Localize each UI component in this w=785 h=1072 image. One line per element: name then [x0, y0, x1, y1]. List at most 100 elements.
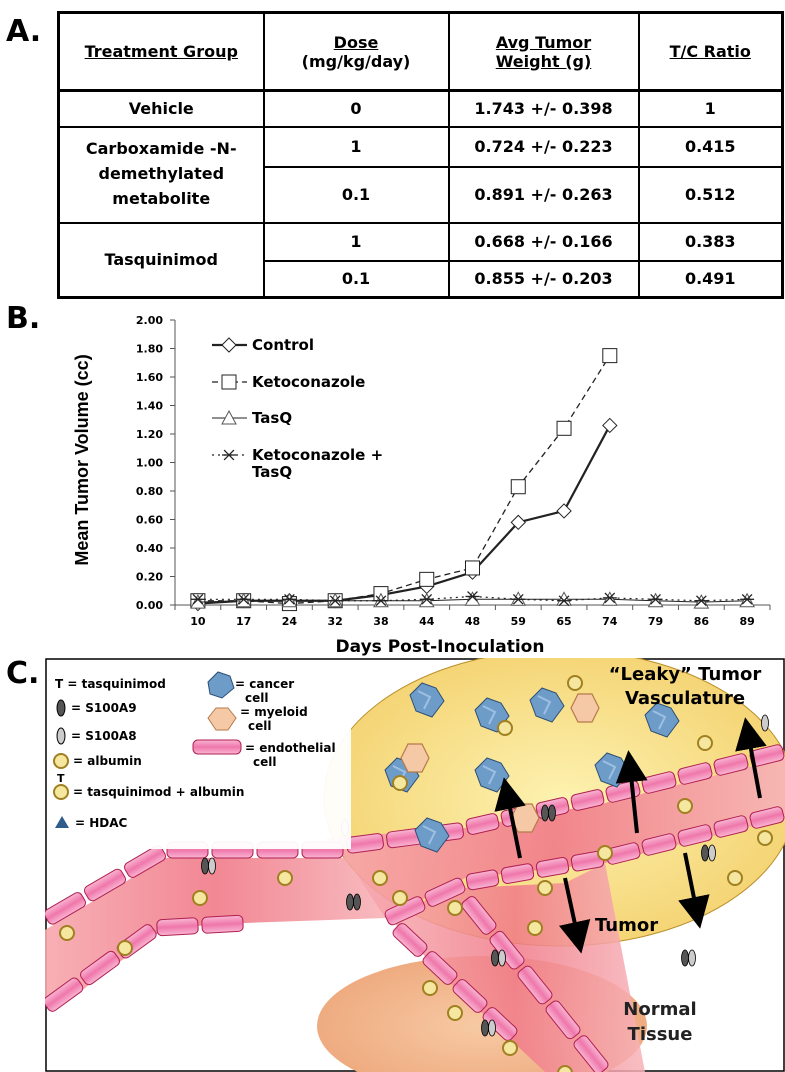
x-tick-label: 24	[282, 615, 298, 628]
tasq-mark: T	[57, 772, 65, 785]
endothelial-cell	[424, 877, 466, 907]
s100-protein	[498, 949, 506, 967]
x-tick-label: 17	[236, 615, 251, 628]
tasq-albumin-icon	[53, 784, 69, 800]
s100-protein	[701, 844, 709, 862]
x-tick-label: 38	[373, 615, 388, 628]
panel-b-label: B.	[6, 301, 41, 336]
data-point	[556, 420, 572, 436]
legend-item: Control	[212, 336, 314, 354]
legend-label: TasQ	[252, 409, 292, 427]
endothelial-cell	[545, 1000, 581, 1040]
group-carboxamide: Carboxamide -N-demethylated metabolite	[57, 125, 265, 224]
s100a9-icon	[56, 699, 66, 717]
legend-label: Control	[252, 336, 314, 354]
legend-marker	[221, 374, 237, 390]
albumin-particle	[192, 890, 208, 906]
cell-weight: 0.724 +/- 0.223	[447, 125, 640, 168]
label-leaky-line1: “Leaky” Tumor	[609, 664, 762, 685]
data-point	[282, 593, 297, 605]
data-point	[190, 593, 205, 605]
cell-weight: 1.743 +/- 0.398	[447, 89, 640, 128]
x-tick-label: 10	[190, 615, 206, 628]
albumin-particle	[727, 870, 743, 886]
label-normal-line2: Tissue	[628, 1024, 693, 1045]
cell-ratio: 0.512	[637, 165, 784, 224]
endothelial-cell	[124, 845, 166, 878]
series-group	[190, 348, 755, 612]
legend-label: TasQ	[252, 463, 292, 481]
albumin-particle	[537, 880, 553, 896]
endothelial-cell	[45, 977, 84, 1012]
endothelial-cell	[156, 917, 199, 937]
cell-weight: 0.668 +/- 0.166	[447, 221, 640, 262]
endothelial-cell	[713, 753, 749, 776]
endothelial-cell	[80, 950, 120, 986]
legend-marker	[222, 449, 236, 461]
y-tick-label: 1.00	[136, 457, 163, 470]
s100-protein	[353, 893, 361, 911]
legend-endothelial-line1: = endothelial	[245, 741, 336, 755]
data-point	[648, 593, 663, 605]
cell-ratio: 1	[637, 89, 784, 128]
legend-hdac: = HDAC	[75, 816, 128, 830]
endothelial-cell	[677, 762, 713, 785]
data-point	[510, 479, 526, 495]
group-tasquinimod: Tasquinimod	[57, 221, 265, 299]
vasculature-diagram: T = tasquinimod = S100A9 = S100A8 = albu…	[45, 658, 785, 1072]
cancer-cells	[384, 682, 680, 853]
endothelial-cell	[573, 1035, 609, 1072]
x-tick-label: 32	[328, 615, 343, 628]
data-point	[373, 595, 388, 607]
endothelial-cell	[461, 896, 497, 935]
albumin-particle	[557, 1065, 573, 1072]
data-point	[510, 514, 526, 531]
myeloid-cell	[400, 743, 430, 773]
data-point	[236, 593, 251, 605]
data-point	[602, 417, 618, 434]
legend-s100a9: = S100A9	[71, 701, 137, 715]
albumin-particle	[502, 1040, 518, 1056]
cell-dose: 0.1	[262, 259, 450, 299]
table-row: 0.1 0.891 +/- 0.263 0.512	[59, 165, 784, 224]
s100-protein	[346, 893, 354, 911]
myeloid-cell-icon	[207, 707, 237, 731]
cancer-cell	[529, 687, 565, 723]
s100-proteins	[201, 714, 769, 1037]
panel-a-label: A.	[6, 14, 42, 49]
y-tick-label: 2.00	[136, 314, 163, 327]
data-point	[328, 595, 343, 607]
y-tick-label: 0.80	[136, 485, 163, 498]
albumin-particle	[447, 900, 463, 916]
endothelial-cell	[392, 923, 428, 957]
s100-protein	[681, 949, 689, 967]
legend-cancer-line2: cell	[245, 691, 268, 705]
cell-ratio: 0.491	[637, 259, 784, 299]
x-tick-label: 48	[465, 615, 480, 628]
data-point	[464, 591, 481, 606]
x-axis-ticks: 10 17 24 32 38 44 48 59 65 74 79 86 89	[174, 605, 771, 628]
albumin-particle	[757, 830, 773, 846]
albumin-particle	[277, 870, 293, 886]
cell-ratio: 0.383	[637, 221, 784, 262]
legend-myeloid-line1: = myeloid	[240, 705, 308, 719]
treatment-table: Treatment Group Dose (mg/kg/day) Avg Tumo…	[57, 11, 784, 299]
s100-protein	[201, 857, 209, 875]
endothelial-cell	[641, 771, 677, 794]
label-tumor: Tumor	[595, 915, 658, 936]
endothelial-cell	[749, 806, 785, 829]
y-tick-label: 0.40	[136, 542, 163, 555]
endothelial-cell	[465, 813, 500, 835]
endothelial-cell	[465, 869, 500, 891]
legend-s100a8: = S100A8	[71, 729, 137, 743]
albumin-particle	[567, 675, 583, 691]
x-tick-label: 74	[602, 615, 618, 628]
hdac-icon	[55, 816, 69, 828]
legend-cancer-line1: = cancer	[235, 677, 294, 691]
table-row: 0.1 0.855 +/- 0.203 0.491	[59, 259, 784, 299]
y-tick-label: 1.20	[136, 428, 163, 441]
albumin-particle	[372, 870, 388, 886]
y-tick-label: 1.60	[136, 371, 163, 384]
tumor-volume-chart: 0.00 0.20 0.40 0.60 0.80 1.00 1.20 1.40 1.60 1.80…	[72, 314, 771, 657]
